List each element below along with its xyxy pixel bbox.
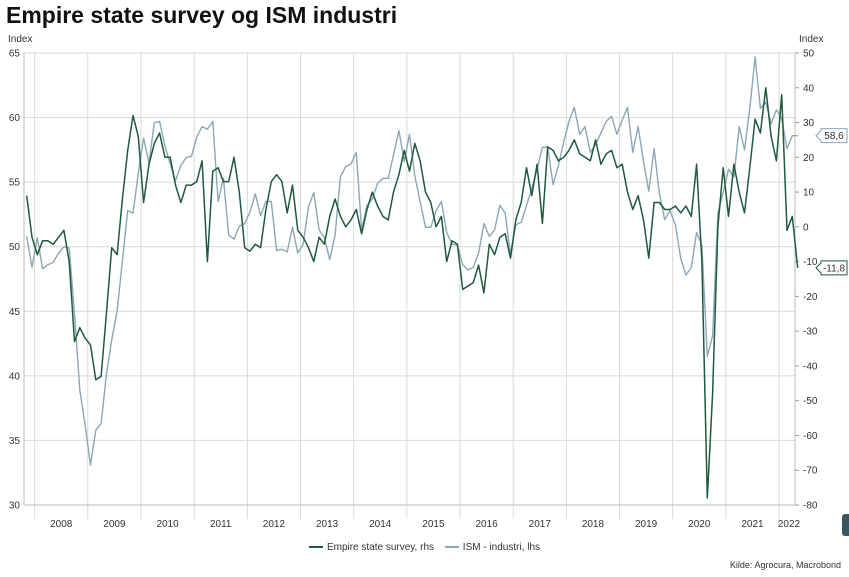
y-right-tick-label: -60 — [803, 431, 818, 442]
y-right-tick-label: -80 — [803, 501, 818, 512]
x-tick-label: 2012 — [263, 519, 286, 530]
series-line-empire — [25, 87, 799, 499]
y-left-tick-label: 40 — [9, 371, 21, 382]
y-right-tick-label: 40 — [803, 83, 815, 94]
y-left-tick-label: 30 — [9, 501, 21, 512]
y-left-axis-title: Index — [8, 34, 32, 45]
y-right-tick-label: 20 — [803, 153, 815, 164]
series-line-ism — [26, 56, 798, 466]
y-right-tick-label: 0 — [803, 222, 809, 233]
x-tick-label: 2017 — [529, 519, 552, 530]
legend: Empire state survey, rhs ISM - industri,… — [0, 540, 849, 553]
end-label-box-empire — [815, 260, 848, 276]
y-left-tick-label: 45 — [9, 307, 21, 318]
legend-label-ism: ISM - industri, lhs — [462, 541, 541, 553]
x-tick-label: 2021 — [741, 519, 764, 530]
y-right-axis-title: Index — [799, 34, 823, 45]
legend-swatch-empire — [308, 546, 323, 548]
y-right-tick-label: -30 — [803, 327, 818, 338]
x-tick-label: 2008 — [50, 519, 73, 530]
source-note: Kilde: Agrocura, Macrobond — [729, 560, 841, 570]
end-label-ism: 58,6 — [824, 131, 844, 142]
x-tick-label: 2015 — [422, 519, 445, 530]
y-left-tick-label: 60 — [9, 113, 21, 124]
x-tick-label: 2022 — [778, 519, 801, 530]
x-tick-label: 2016 — [475, 519, 498, 530]
x-tick-label: 2018 — [582, 519, 605, 530]
legend-label-empire: Empire state survey, rhs — [326, 541, 435, 553]
y-left-tick-label: 55 — [9, 178, 21, 189]
x-tick-label: 2009 — [103, 519, 126, 530]
x-tick-label: 2010 — [156, 519, 179, 530]
x-tick-label: 2013 — [316, 519, 339, 530]
x-tick-label: 2011 — [210, 519, 232, 530]
x-tick-label: 2020 — [688, 519, 711, 530]
y-right-tick-label: -50 — [803, 396, 818, 407]
y-right-tick-label: -10 — [803, 257, 818, 268]
legend-item-ism[interactable]: ISM - industri, lhs — [444, 541, 541, 553]
y-right-tick-label: -20 — [803, 292, 818, 303]
x-tick-label: 2019 — [635, 519, 658, 530]
end-label-empire: -11,8 — [823, 263, 845, 274]
y-left-tick-label: 50 — [9, 242, 21, 253]
legend-swatch-ism — [444, 546, 459, 548]
legend-item-empire[interactable]: Empire state survey, rhs — [308, 541, 435, 553]
chart-title: Empire state survey og ISM industri — [6, 2, 398, 28]
end-label-box-ism — [815, 128, 848, 144]
y-right-tick-label: 30 — [803, 118, 815, 129]
y-right-tick-label: 50 — [803, 49, 815, 60]
x-tick-label: 2014 — [369, 519, 392, 530]
side-tab-icon[interactable] — [842, 514, 849, 536]
y-left-tick-label: 65 — [9, 49, 21, 60]
y-right-tick-label: 10 — [803, 188, 815, 199]
y-left-tick-label: 35 — [9, 436, 21, 447]
y-right-tick-label: -40 — [803, 361, 818, 372]
y-right-tick-label: -70 — [803, 466, 818, 477]
